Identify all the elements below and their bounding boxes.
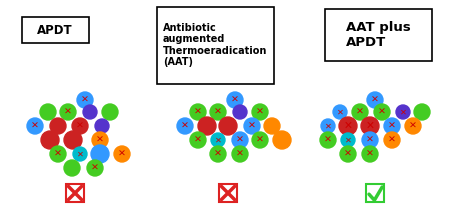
Circle shape <box>367 92 383 108</box>
Text: ✕: ✕ <box>256 135 264 145</box>
Text: ✕: ✕ <box>81 95 89 105</box>
Text: ✕: ✕ <box>215 135 221 145</box>
Text: ✕: ✕ <box>356 107 364 117</box>
Circle shape <box>362 132 378 148</box>
Text: ✕: ✕ <box>76 122 84 130</box>
Circle shape <box>244 118 260 134</box>
Text: ✕: ✕ <box>324 135 332 145</box>
Circle shape <box>91 145 109 163</box>
Text: ✕: ✕ <box>343 121 352 131</box>
Circle shape <box>341 133 355 147</box>
Text: ✕: ✕ <box>400 107 406 117</box>
Circle shape <box>73 147 87 161</box>
Circle shape <box>95 119 109 133</box>
Circle shape <box>27 118 43 134</box>
Circle shape <box>210 146 226 162</box>
Text: ✕: ✕ <box>324 122 332 130</box>
Bar <box>66 184 84 202</box>
Circle shape <box>64 131 82 149</box>
Circle shape <box>320 132 336 148</box>
Circle shape <box>41 131 59 149</box>
Text: ✕: ✕ <box>388 122 396 130</box>
Text: ✕: ✕ <box>366 150 374 158</box>
Text: ✕: ✕ <box>76 150 83 158</box>
Circle shape <box>198 117 216 135</box>
Circle shape <box>190 104 206 120</box>
Circle shape <box>40 104 56 120</box>
Circle shape <box>384 132 400 148</box>
Circle shape <box>252 104 268 120</box>
Circle shape <box>77 92 93 108</box>
Circle shape <box>333 105 347 119</box>
Circle shape <box>92 132 108 148</box>
Text: ✕: ✕ <box>91 163 99 173</box>
Circle shape <box>232 132 248 148</box>
Circle shape <box>190 132 206 148</box>
Circle shape <box>232 146 248 162</box>
Text: ✕: ✕ <box>256 107 264 117</box>
Text: ✕: ✕ <box>194 107 202 117</box>
Circle shape <box>396 105 410 119</box>
Circle shape <box>405 118 421 134</box>
Circle shape <box>83 105 97 119</box>
Text: ✕: ✕ <box>31 122 39 130</box>
Text: ✕: ✕ <box>388 135 396 145</box>
Circle shape <box>87 160 103 176</box>
Circle shape <box>102 104 118 120</box>
Circle shape <box>219 117 237 135</box>
Text: ✕: ✕ <box>409 122 417 130</box>
Text: ✕: ✕ <box>118 150 126 158</box>
Circle shape <box>114 146 130 162</box>
Text: ✕: ✕ <box>231 95 239 105</box>
Text: AAT plus
APDT: AAT plus APDT <box>346 21 410 49</box>
Text: ✕: ✕ <box>214 107 222 117</box>
Circle shape <box>361 117 379 135</box>
Text: ✕: ✕ <box>181 122 189 130</box>
Circle shape <box>264 118 280 134</box>
Bar <box>366 184 384 202</box>
Circle shape <box>339 117 357 135</box>
FancyBboxPatch shape <box>22 17 89 43</box>
Circle shape <box>50 146 66 162</box>
Text: ✕: ✕ <box>371 95 379 105</box>
Text: Antibiotic
augmented
Thermoeradication
(AAT): Antibiotic augmented Thermoeradication (… <box>163 23 267 67</box>
Text: ✕: ✕ <box>365 121 374 131</box>
Circle shape <box>273 131 291 149</box>
Text: ✕: ✕ <box>194 135 202 145</box>
Circle shape <box>210 104 226 120</box>
Circle shape <box>252 132 268 148</box>
Circle shape <box>384 118 400 134</box>
FancyBboxPatch shape <box>157 7 274 84</box>
Circle shape <box>340 146 356 162</box>
FancyBboxPatch shape <box>324 9 432 61</box>
Text: ✕: ✕ <box>214 150 222 158</box>
Text: ✕: ✕ <box>345 135 351 145</box>
Circle shape <box>233 105 247 119</box>
Circle shape <box>60 104 76 120</box>
Circle shape <box>352 104 368 120</box>
Circle shape <box>177 118 193 134</box>
Text: ✕: ✕ <box>378 107 386 117</box>
Circle shape <box>72 118 88 134</box>
Text: ✕: ✕ <box>236 135 244 145</box>
Text: ✕: ✕ <box>344 150 352 158</box>
Text: ✕: ✕ <box>236 150 244 158</box>
Text: ✕: ✕ <box>96 135 104 145</box>
Text: ✕: ✕ <box>366 135 374 145</box>
Circle shape <box>227 92 243 108</box>
Circle shape <box>211 133 225 147</box>
Text: ✕: ✕ <box>248 122 256 130</box>
Text: ✕: ✕ <box>64 107 72 117</box>
Circle shape <box>50 118 66 134</box>
Circle shape <box>414 104 430 120</box>
Circle shape <box>64 160 80 176</box>
Circle shape <box>321 119 335 133</box>
Text: APDT: APDT <box>37 23 73 36</box>
Circle shape <box>374 104 390 120</box>
Bar <box>219 184 237 202</box>
Text: ✕: ✕ <box>337 107 343 117</box>
Circle shape <box>362 146 378 162</box>
Text: ✕: ✕ <box>54 150 62 158</box>
